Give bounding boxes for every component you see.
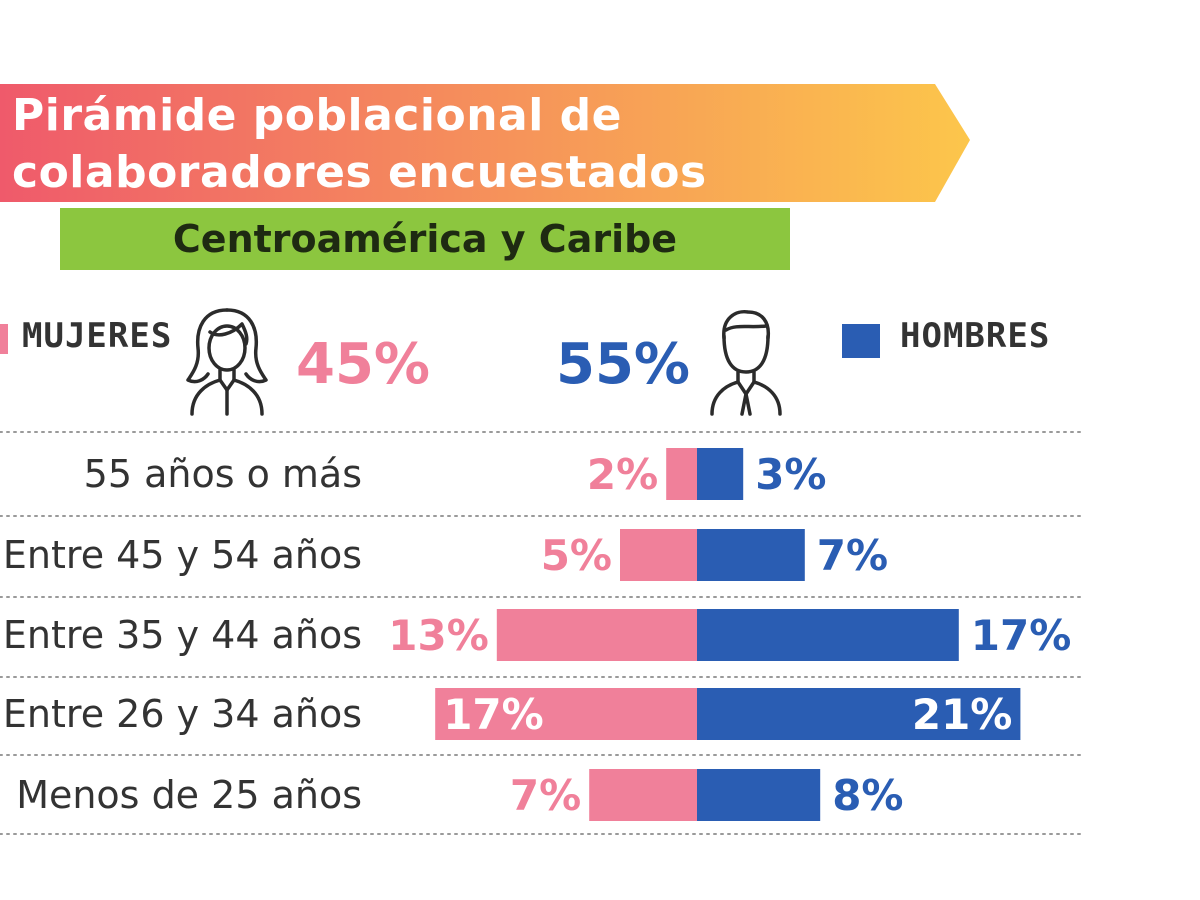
bar-women [666,448,697,500]
category-label: Entre 26 y 34 años [3,692,362,736]
legend-women-swatch [0,324,8,354]
bar-women [496,609,697,661]
chart-subtitle: Centroamérica y Caribe [60,208,790,270]
legend-men-label: HOMBRES [900,316,1051,356]
woman-outline-icon [186,308,268,416]
data-label-women: 2% [587,450,658,499]
bar-men [697,529,805,581]
legend-men-swatch [842,324,880,358]
legend-women-label: MUJERES [22,316,173,356]
bar-men [697,609,959,661]
data-label-women: 17% [443,690,544,739]
data-label-men: 7% [817,531,888,580]
data-label-women: 5% [541,531,612,580]
title-banner-arrow [0,84,970,202]
data-label-men: 21% [912,690,1013,739]
chart-title-line-2: colaboradores encuestados [12,147,707,198]
data-label-women: 13% [388,611,489,660]
category-label: Entre 45 y 54 años [3,533,362,577]
bar-men [697,688,1021,740]
bar-women [620,529,697,581]
data-label-men: 17% [971,611,1072,660]
men-total-percent: 55% [556,332,691,397]
data-label-men: 8% [832,771,903,820]
man-outline-icon [710,309,782,416]
bar-men [697,448,744,500]
data-label-men: 3% [755,450,826,499]
category-label: 55 años o más [84,452,362,496]
title-banner [0,84,970,202]
bar-men [697,769,821,821]
women-total-percent: 45% [296,332,431,397]
bar-women [435,688,697,740]
chart-title-line-1: Pirámide poblacional de [12,90,622,141]
data-label-women: 7% [510,771,581,820]
category-label: Entre 35 y 44 años [3,613,362,657]
bar-women [589,769,697,821]
category-label: Menos de 25 años [16,773,362,817]
